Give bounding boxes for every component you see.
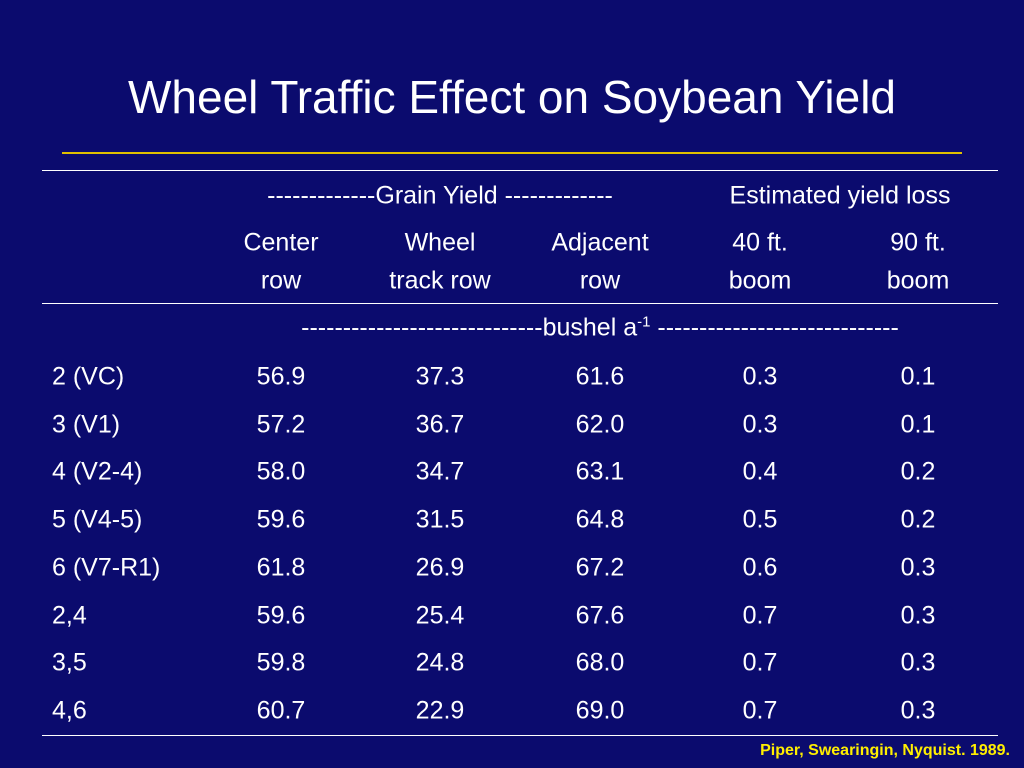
column-header: track row: [389, 266, 491, 295]
cell: 59.6: [256, 505, 306, 534]
row-label: 5 (V4-5): [52, 505, 143, 534]
row-label: 4 (V2-4): [52, 457, 143, 486]
row-label: 3,5: [52, 648, 87, 677]
cell: 60.7: [256, 696, 306, 725]
cell: 0.3: [742, 362, 778, 391]
title-underline: [62, 152, 962, 154]
column-header: Wheel: [404, 228, 476, 257]
column-header: 40 ft.: [732, 228, 788, 257]
citation: Piper, Swearingin, Nyquist. 1989.: [760, 742, 1010, 759]
units-prefix: -----------------------------bushel a: [301, 313, 638, 342]
cell: 67.6: [575, 601, 625, 629]
cell: 62.0: [575, 410, 625, 439]
column-header: boom: [886, 266, 950, 295]
units-row: -----------------------------bushel a-1 …: [301, 313, 899, 342]
table-rule: [42, 303, 998, 304]
cell: 36.7: [415, 410, 465, 439]
cell: 0.7: [742, 696, 778, 725]
table-rule: [42, 170, 998, 171]
cell: 0.3: [900, 601, 936, 629]
cell: 57.2: [256, 410, 306, 439]
cell: 56.9: [256, 362, 306, 391]
row-label: 4,6: [52, 696, 87, 725]
group-header: -------------Grain Yield -------------: [267, 181, 613, 210]
column-header: 90 ft.: [890, 228, 946, 257]
group-header: Estimated yield loss: [729, 181, 951, 210]
cell: 61.8: [256, 553, 306, 582]
cell: 59.6: [256, 601, 306, 629]
cell: 22.9: [415, 696, 465, 725]
column-header: boom: [728, 266, 792, 295]
cell: 37.3: [415, 362, 465, 391]
column-header: Center: [243, 228, 319, 257]
cell: 67.2: [575, 553, 625, 582]
cell: 68.0: [575, 648, 625, 677]
cell: 25.4: [415, 601, 465, 629]
row-label: 2 (VC): [52, 362, 125, 391]
cell: 26.9: [415, 553, 465, 582]
cell: 63.1: [575, 457, 625, 486]
cell: 0.6: [742, 553, 778, 582]
column-header: row: [579, 266, 621, 295]
row-label: 6 (V7-R1): [52, 553, 161, 582]
cell: 0.7: [742, 648, 778, 677]
row-label: 2,4: [52, 601, 87, 629]
row-label: 3 (V1): [52, 410, 121, 439]
cell: 0.2: [900, 505, 936, 534]
cell: 34.7: [415, 457, 465, 486]
cell: 61.6: [575, 362, 625, 391]
title: Wheel Traffic Effect on Soybean Yield: [128, 71, 896, 123]
column-header: row: [260, 266, 302, 295]
cell: 59.8: [256, 648, 306, 677]
cell: 0.3: [742, 410, 778, 439]
cell: 0.1: [900, 362, 936, 391]
cell: 0.3: [900, 553, 936, 582]
table-rule: [42, 735, 998, 736]
cell: 58.0: [256, 457, 306, 486]
units-suffix: -----------------------------: [650, 313, 899, 342]
cell: 0.5: [742, 505, 778, 534]
cell: 0.1: [900, 410, 936, 439]
column-header: Adjacent: [551, 228, 649, 257]
cell: 0.4: [742, 457, 778, 486]
cell: 0.7: [742, 601, 778, 629]
cell: 24.8: [415, 648, 465, 677]
units-superscript: -1: [637, 313, 651, 331]
cell: 69.0: [575, 696, 625, 725]
cell: 31.5: [415, 505, 465, 534]
cell: 0.3: [900, 648, 936, 677]
cell: 0.3: [900, 696, 936, 725]
cell: 64.8: [575, 505, 625, 534]
cell: 0.2: [900, 457, 936, 486]
